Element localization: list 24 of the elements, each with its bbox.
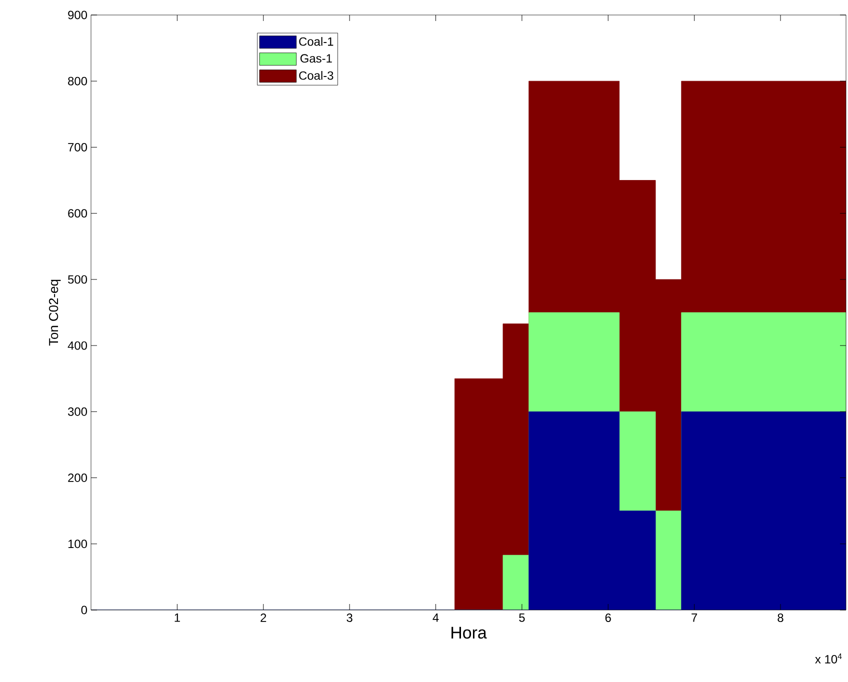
x-tick-label: 5: [519, 614, 525, 622]
x-tick-label: 1: [174, 614, 180, 622]
x-tick-label: 8: [778, 614, 784, 622]
legend-label: Gas-1: [300, 54, 332, 63]
x-tick-label: 4: [432, 614, 439, 622]
x-tick-label: 7: [692, 614, 698, 622]
legend-label: Coal-1: [299, 37, 334, 46]
y-tick-label: 900: [68, 10, 88, 20]
y-tick-label: 700: [68, 142, 88, 152]
y-tick-label: 300: [68, 407, 88, 416]
text: x 10$^{4}$: [815, 654, 842, 664]
y-tick-label: 200: [68, 474, 88, 482]
y-tick-label: 500: [68, 275, 88, 284]
legend-label: Coal-3: [299, 71, 334, 80]
y-tick-label: 100: [68, 540, 88, 548]
y-tick-label: 600: [68, 209, 88, 218]
y-tick-label: 0: [81, 606, 88, 614]
x-tick-label: 3: [346, 614, 352, 622]
x-tick-label: 6: [605, 614, 611, 622]
x-axis-title: Hora: [452, 626, 487, 639]
x-tick-label: 2: [260, 614, 266, 622]
y-tick-label: 800: [68, 76, 88, 86]
y-tick-label: 400: [68, 341, 88, 350]
y-axis-title: Ton C02-eq: [48, 280, 61, 346]
